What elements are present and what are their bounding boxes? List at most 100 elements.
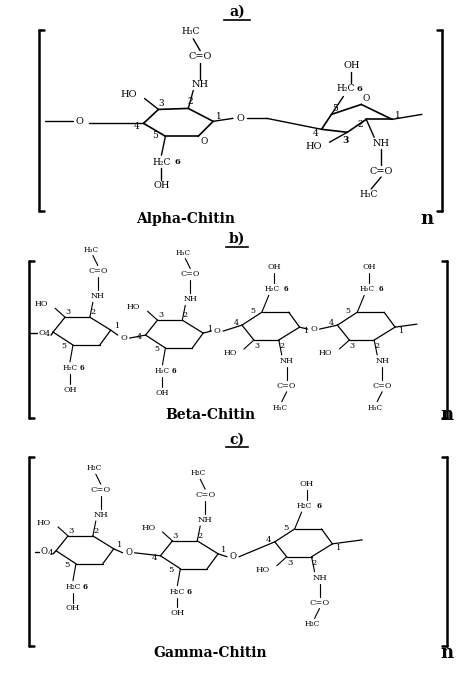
Text: OH: OH [155,389,169,396]
Text: C=O: C=O [181,270,200,279]
Text: OH: OH [170,609,184,618]
Text: HO: HO [120,90,137,99]
Text: OH: OH [343,61,360,70]
Text: H₃C: H₃C [191,469,206,477]
Text: Gamma-Chitin: Gamma-Chitin [154,646,267,660]
Text: O: O [201,137,208,146]
Text: NH: NH [191,80,209,89]
Text: 6: 6 [316,502,321,510]
Text: 4: 4 [233,319,238,327]
Text: 2: 2 [357,120,363,129]
Text: H₃C: H₃C [86,464,101,473]
Text: 1: 1 [395,111,401,120]
Text: 4: 4 [47,549,53,557]
Text: 1: 1 [336,544,341,552]
Text: 5: 5 [153,131,158,140]
Text: HO: HO [35,300,48,309]
Text: 5: 5 [283,524,288,532]
Text: 3: 3 [158,311,163,319]
Text: 2: 2 [187,97,193,106]
Text: H₃C: H₃C [359,191,377,200]
Text: 5: 5 [62,342,66,350]
Text: O: O [229,552,237,561]
Text: 5: 5 [250,307,255,315]
Text: 4: 4 [266,536,272,544]
Text: NH: NH [198,516,212,524]
Text: HO: HO [37,519,51,527]
Text: 4: 4 [134,122,139,131]
Text: Beta-Chitin: Beta-Chitin [165,408,255,422]
Text: 1: 1 [221,546,227,554]
Text: H₂C: H₂C [152,158,171,167]
Text: 3: 3 [159,99,164,108]
Text: HO: HO [141,524,155,532]
Text: H₂C: H₂C [360,285,375,293]
Text: O: O [75,117,83,126]
Text: HO: HO [224,349,237,357]
Text: H₂C: H₂C [264,285,279,293]
Text: H₃C: H₃C [368,403,383,412]
Text: H₂C: H₂C [170,588,185,595]
Text: 1: 1 [216,112,222,121]
Text: 3: 3 [173,532,178,540]
Text: H₃C: H₃C [176,248,191,257]
Text: OH: OH [66,604,80,612]
Text: O: O [236,114,244,123]
Text: OH: OH [63,386,77,394]
Text: 4: 4 [329,319,334,327]
Text: 4: 4 [152,554,157,562]
Text: O: O [310,325,317,333]
Text: O: O [363,94,370,103]
Text: C=O: C=O [373,382,392,389]
Text: HO: HO [305,142,321,151]
Text: OH: OH [300,480,314,488]
Text: 4: 4 [137,333,142,341]
Text: 6: 6 [82,583,87,591]
Text: NH: NH [280,357,294,365]
Text: O: O [125,549,132,557]
Text: O: O [40,547,47,556]
Text: 3: 3 [350,342,355,350]
Text: 2: 2 [374,342,380,350]
Text: H₃C: H₃C [272,403,287,412]
Text: 4: 4 [45,330,50,338]
Text: OH: OH [363,263,376,272]
Text: Alpha-Chitin: Alpha-Chitin [136,211,235,225]
Text: HO: HO [255,565,270,574]
Text: O: O [214,327,220,335]
Text: 3: 3 [287,558,292,567]
Text: C=O: C=O [369,167,393,176]
Text: 2: 2 [198,532,203,540]
Text: O: O [120,334,127,342]
Text: 5: 5 [346,307,351,315]
Text: 3: 3 [342,135,348,144]
Text: 6: 6 [174,158,180,166]
Text: C=O: C=O [310,598,329,607]
Text: c): c) [229,433,245,447]
Text: 1: 1 [303,327,308,335]
Text: 6: 6 [80,364,84,372]
Text: 1: 1 [114,322,119,330]
Text: 2: 2 [312,558,317,567]
Text: 1: 1 [207,325,212,333]
Text: H₂C: H₂C [297,502,312,510]
Text: NH: NH [373,139,390,148]
Text: 5: 5 [332,104,338,113]
Text: 6: 6 [187,588,192,595]
Text: 3: 3 [255,342,259,350]
Text: H₂C: H₂C [336,84,355,93]
Text: C=O: C=O [189,52,212,61]
Text: 4: 4 [313,128,319,138]
Text: C=O: C=O [195,491,215,499]
Text: H₃C: H₃C [181,27,200,36]
Text: H₂C: H₂C [65,583,81,591]
Text: C=O: C=O [91,487,111,494]
Text: NH: NH [375,357,389,365]
Text: 1: 1 [399,327,403,335]
Text: 1: 1 [117,541,122,549]
Text: 2: 2 [93,527,99,535]
Text: n: n [440,406,453,424]
Text: 5: 5 [169,565,174,574]
Text: 6: 6 [356,84,362,93]
Text: n: n [440,644,453,662]
